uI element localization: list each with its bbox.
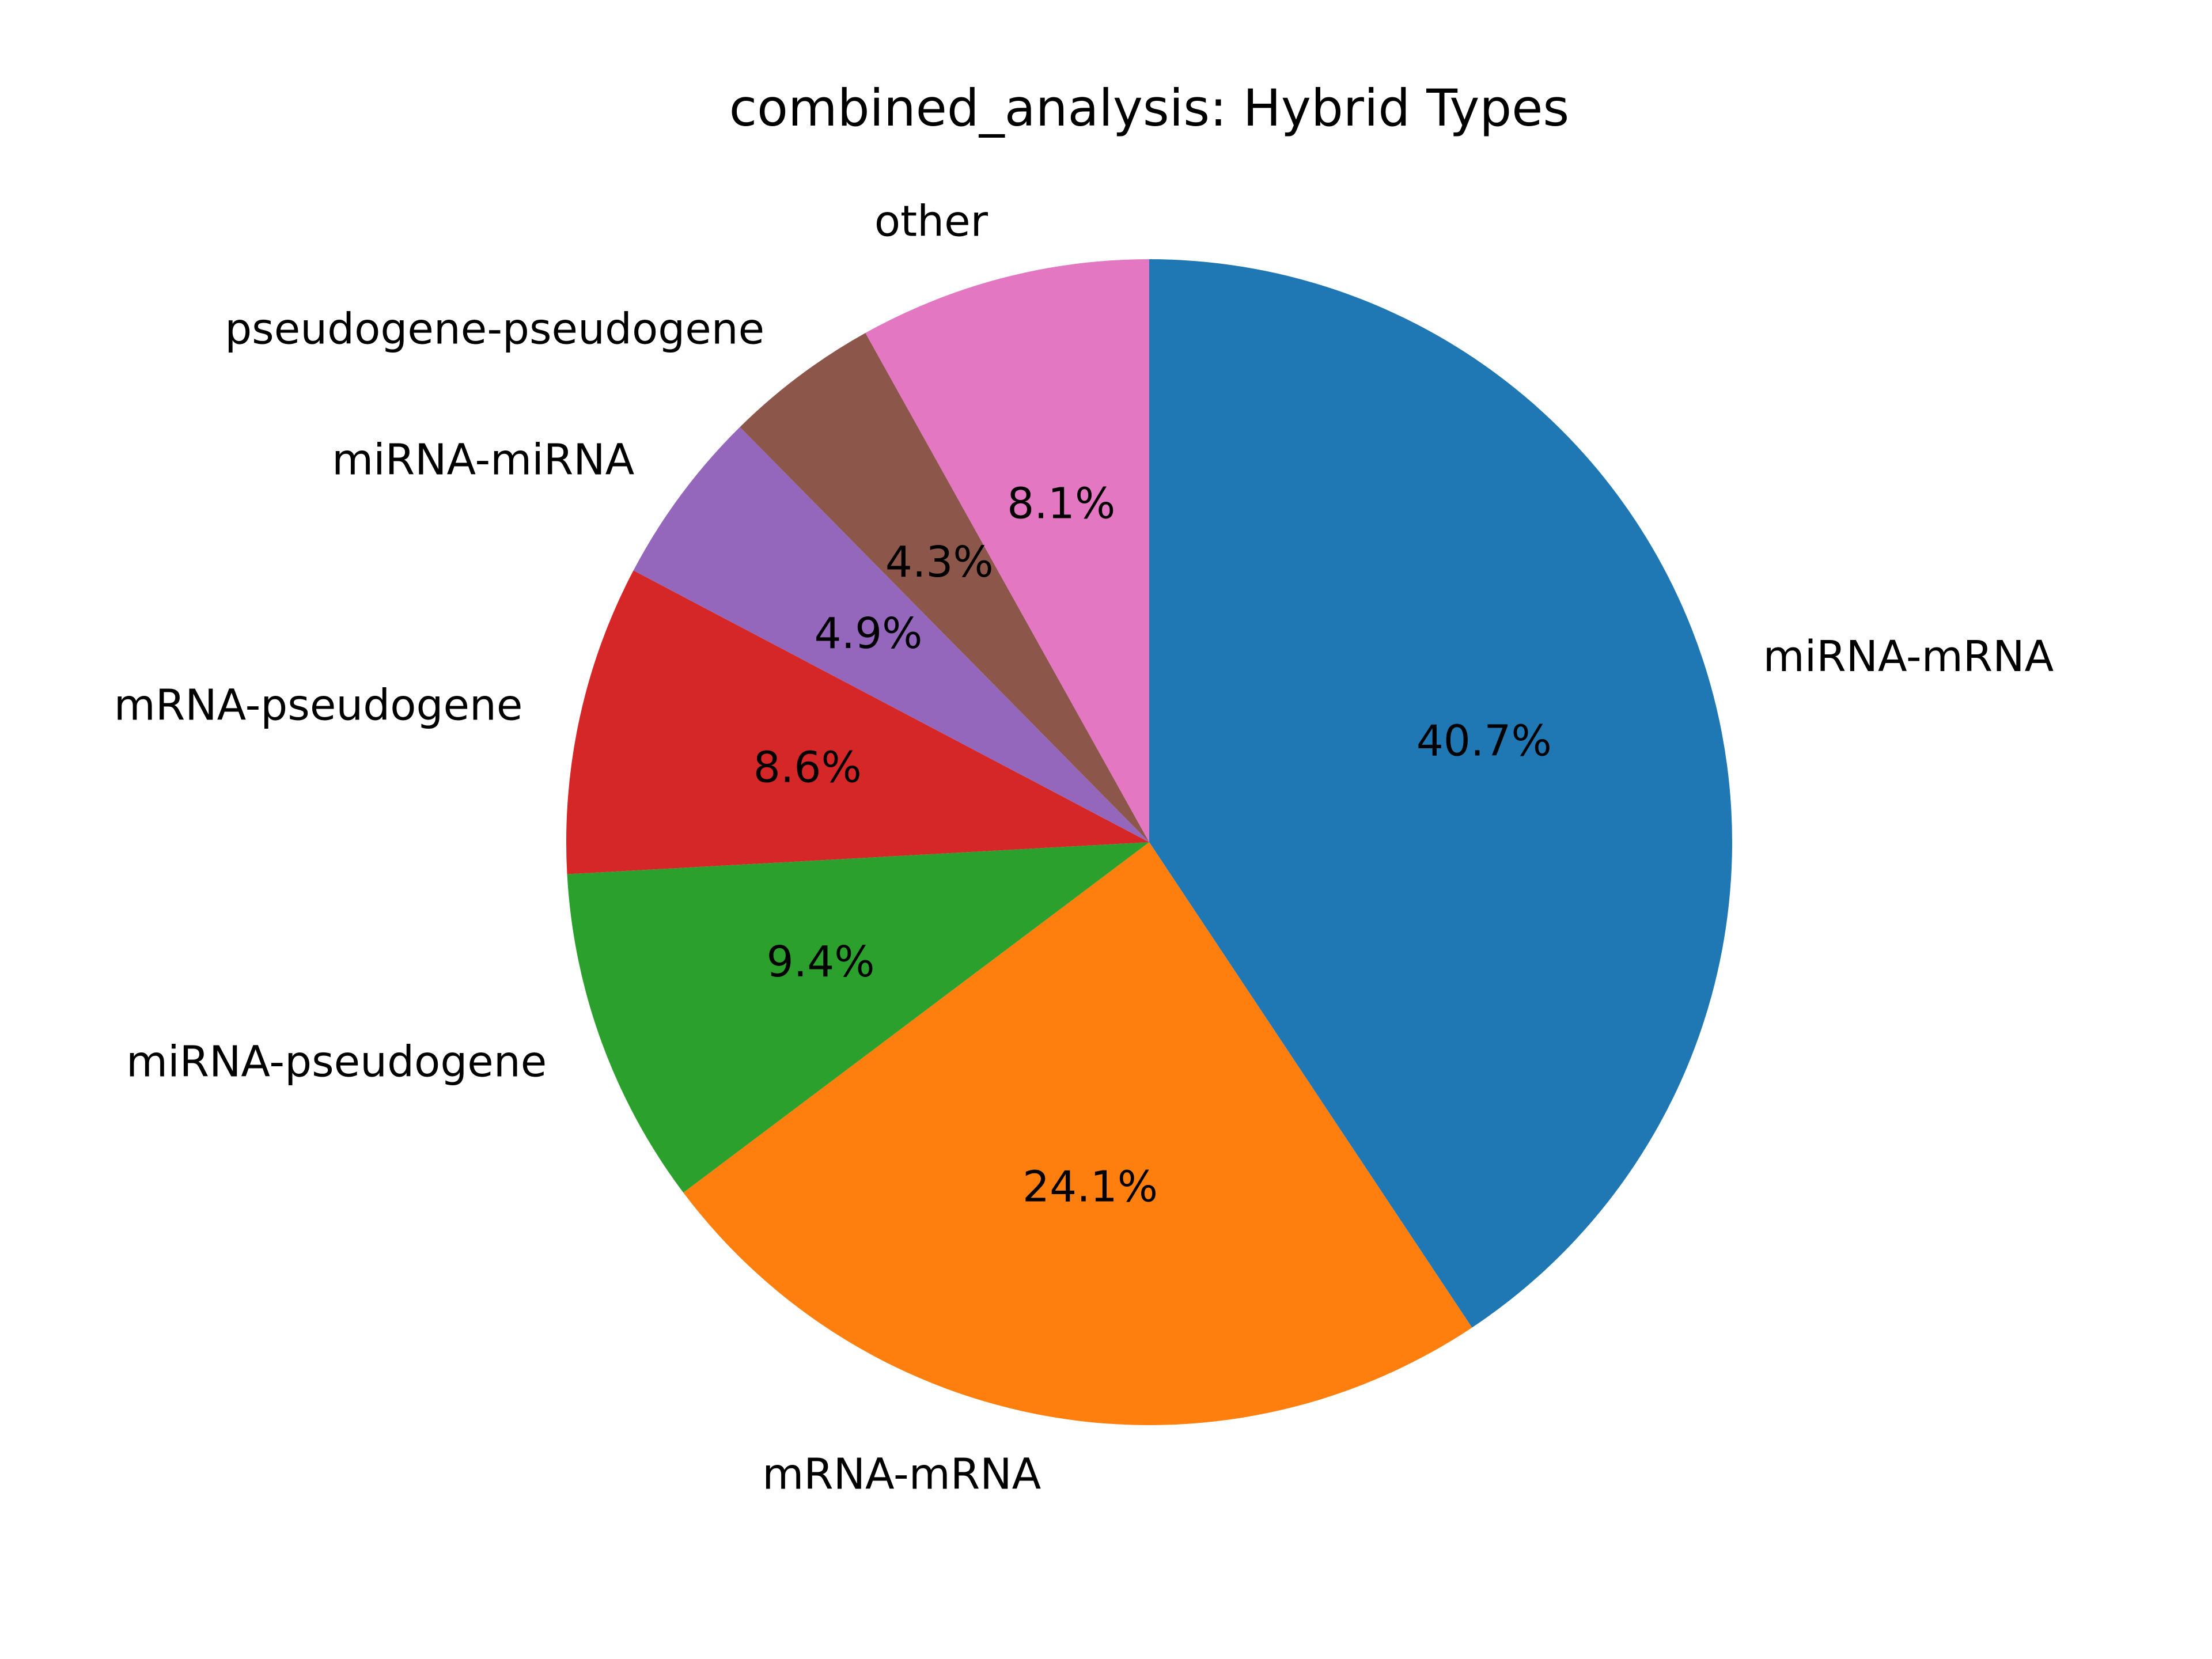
- slice-label-mrna-mrna: mRNA-mRNA: [762, 1449, 1041, 1499]
- pie-slice-other: [865, 259, 1149, 842]
- slice-label-mirna-pseudogene: miRNA-pseudogene: [126, 1037, 547, 1087]
- pct-label-mirna-pseudogene: 9.4%: [767, 937, 875, 987]
- pie-slice-mirna-mrna: [1149, 259, 1733, 1328]
- pct-label-mirna-mirna: 4.9%: [814, 609, 922, 658]
- pie-slices: [566, 259, 1733, 1426]
- pct-label-mrna-mrna: 24.1%: [1022, 1162, 1158, 1212]
- pie-slice-mirna-pseudogene: [567, 842, 1149, 1193]
- pie-slice-mrna-mrna: [683, 842, 1472, 1426]
- pct-label-pseudogene-pseudogene: 4.3%: [885, 537, 994, 587]
- category-labels: miRNA-mRNA mRNA-mRNA miRNA-pseudogene mRNA-…: [114, 197, 2054, 1499]
- slice-label-mirna-mirna: miRNA-miRNA: [332, 435, 635, 484]
- slice-label-mirna-mrna: miRNA-mRNA: [1763, 632, 2054, 681]
- slice-label-pseudogene-pseudogene: pseudogene-pseudogene: [225, 304, 764, 354]
- pie-slice-pseudogene-pseudogene: [740, 333, 1149, 842]
- pct-label-other: 8.1%: [1007, 479, 1115, 528]
- pct-label-mirna-mrna: 40.7%: [1416, 716, 1552, 766]
- pie-slice-mrna-pseudogene: [566, 570, 1149, 874]
- pie-slice-mirna-mirna: [633, 427, 1149, 842]
- chart-title: combined_analysis: Hybrid Types: [729, 78, 1570, 138]
- slice-label-mrna-pseudogene: mRNA-pseudogene: [114, 681, 523, 730]
- slice-label-other: other: [874, 197, 988, 247]
- pct-label-mrna-pseudogene: 8.6%: [753, 743, 862, 792]
- percentage-labels: 40.7% 24.1% 9.4% 8.6% 4.9% 4.3% 8.1%: [753, 479, 1552, 1211]
